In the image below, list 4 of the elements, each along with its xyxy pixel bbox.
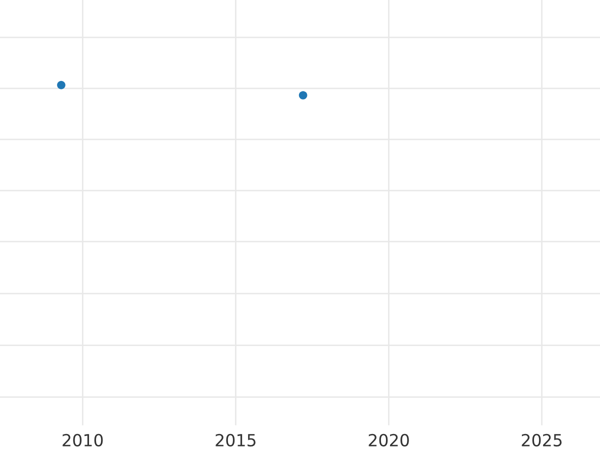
- x-tick-label: 2015: [216, 434, 256, 446]
- x-tick-label: 2010: [62, 434, 103, 446]
- x-tick-label: 2020: [368, 434, 409, 446]
- x-tick-label: 2025: [522, 434, 562, 446]
